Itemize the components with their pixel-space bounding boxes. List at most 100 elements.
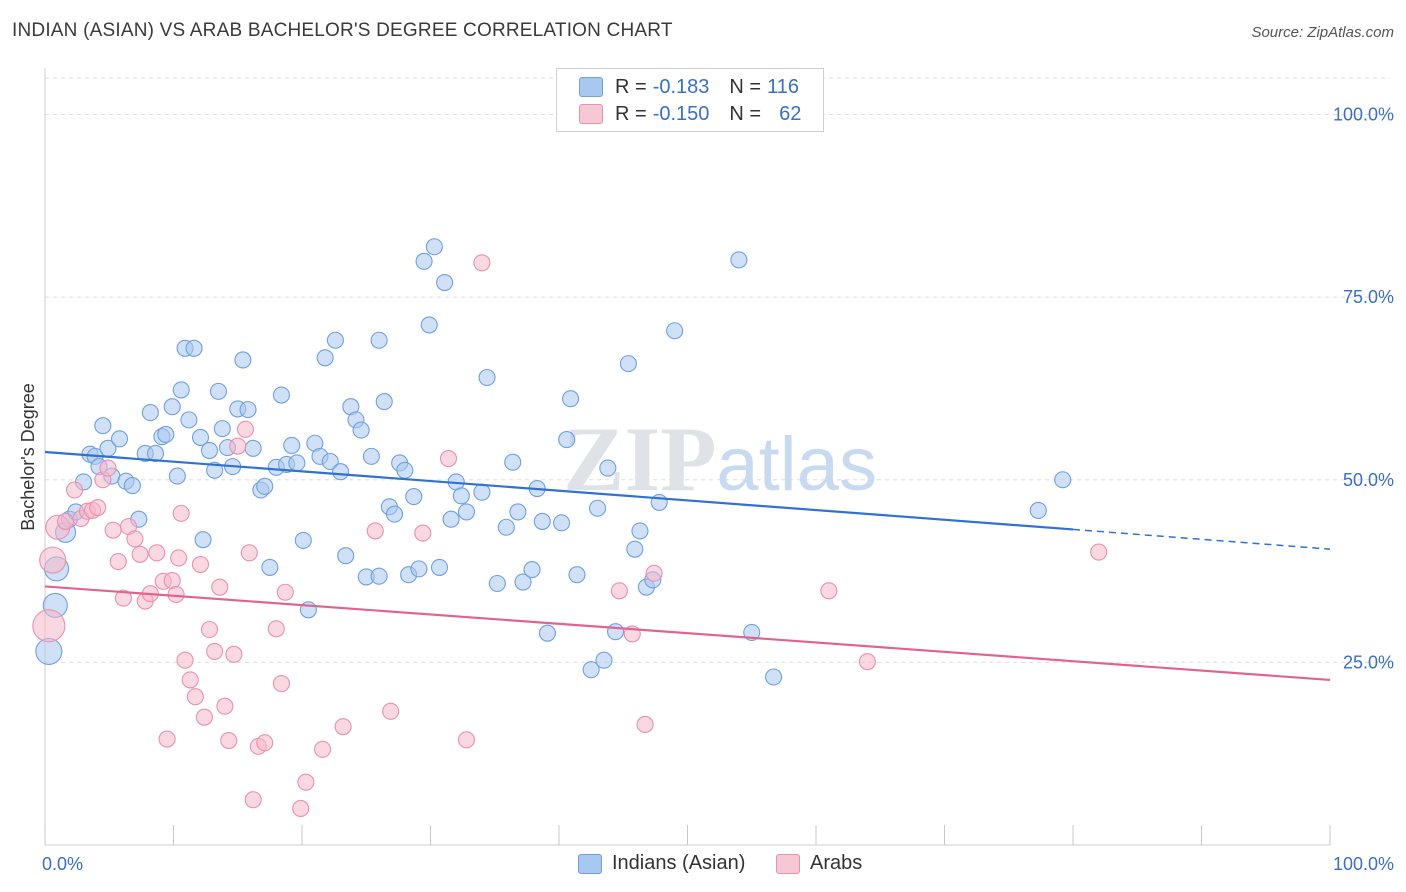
point-arabs	[206, 642, 224, 660]
point-indians	[588, 499, 607, 517]
point-arabs	[170, 549, 188, 567]
trend-line-indians-dashed	[1072, 528, 1331, 550]
point-arabs	[256, 734, 274, 752]
point-arabs	[104, 521, 122, 539]
legend-r-label: R =	[615, 102, 647, 125]
point-indians	[316, 349, 334, 367]
point-arabs	[457, 731, 476, 749]
point-indians	[168, 467, 186, 485]
point-arabs	[181, 671, 199, 689]
point-indians	[362, 447, 380, 465]
point-indians	[337, 547, 355, 565]
point-arabs	[473, 254, 491, 272]
legend-n-value: 116	[767, 75, 799, 98]
point-indians	[533, 512, 551, 530]
point-indians	[488, 574, 506, 593]
grid-lines	[45, 77, 1390, 663]
point-indians	[331, 463, 350, 481]
point-arabs	[229, 437, 247, 455]
point-indians	[514, 573, 532, 591]
point-indians	[370, 567, 388, 585]
point-arabs	[131, 545, 149, 563]
legend-row-arabs: R = -0.150 N = 62	[579, 102, 801, 126]
point-arabs	[225, 645, 243, 663]
point-arabs	[272, 675, 290, 693]
point-indians	[523, 561, 541, 579]
point-indians	[157, 425, 175, 444]
tick-labels: 25.0% 50.0% 75.0% 100.0% 0.0% 100.0%	[42, 105, 1394, 874]
legend-n-label: N =	[729, 75, 762, 98]
legend-n-value: 62	[779, 102, 802, 125]
point-indians	[94, 417, 112, 435]
legend-r-label: R =	[615, 75, 647, 98]
point-indians	[146, 444, 165, 463]
point-arabs	[240, 544, 258, 562]
legend-r-value: -0.183	[652, 75, 710, 98]
point-indians	[442, 510, 460, 528]
point-indians	[497, 518, 515, 536]
point-indians	[452, 487, 470, 505]
point-arabs	[114, 589, 132, 607]
point-indians	[288, 454, 306, 472]
point-indians	[200, 441, 219, 460]
point-indians	[405, 488, 423, 506]
point-arabs	[382, 702, 400, 720]
point-indians	[172, 381, 190, 399]
bottom-legend-swatch	[776, 853, 800, 874]
point-arabs	[220, 731, 238, 750]
point-indians	[272, 386, 290, 404]
point-indians	[436, 273, 454, 292]
point-arabs	[636, 715, 654, 734]
point-indians	[553, 514, 571, 532]
bottom-legend-swatch	[578, 853, 602, 874]
point-arabs	[645, 564, 663, 582]
point-arabs	[186, 688, 204, 706]
y-tick-label: 100.0%	[1333, 105, 1394, 125]
legend-swatch-indians	[579, 77, 603, 97]
point-arabs	[314, 740, 332, 758]
point-indians	[599, 459, 617, 477]
point-arabs	[200, 620, 219, 639]
point-indians	[370, 331, 388, 349]
point-arabs	[1090, 543, 1108, 561]
point-indians	[765, 668, 783, 686]
point-indians	[261, 558, 279, 576]
point-arabs	[148, 544, 166, 562]
point-arabs	[57, 512, 75, 530]
point-arabs	[191, 555, 210, 574]
point-indians	[326, 331, 344, 349]
bottom-legend-label: Arabs	[810, 852, 863, 874]
point-indians	[619, 355, 637, 373]
point-arabs	[236, 420, 255, 438]
y-tick-label: 50.0%	[1343, 470, 1394, 490]
point-arabs	[158, 730, 176, 748]
point-indians	[123, 477, 141, 495]
point-indians	[194, 531, 212, 549]
point-arabs	[292, 799, 310, 818]
chart-title: INDIAN (ASIAN) VS ARAB BACHELOR'S DEGREE…	[12, 20, 673, 41]
point-arabs	[414, 524, 432, 542]
x-tick-label: 0.0%	[42, 854, 83, 874]
point-indians	[730, 251, 748, 269]
x-tick-label: 100.0%	[1333, 854, 1394, 874]
point-arabs	[109, 553, 127, 571]
point-indians	[163, 398, 181, 416]
point-arabs	[610, 582, 628, 600]
point-indians	[110, 430, 129, 448]
point-indians	[1029, 501, 1047, 519]
point-indians	[234, 351, 252, 369]
point-indians	[478, 368, 496, 387]
point-indians	[141, 404, 159, 422]
y-tick-label: 25.0%	[1343, 652, 1394, 672]
point-arabs	[126, 530, 144, 548]
bottom-legend-indians: Indians (Asian)	[578, 852, 745, 875]
point-indians	[410, 560, 428, 578]
point-indians	[415, 252, 433, 270]
point-arabs	[334, 718, 352, 736]
legend-n-label: N =	[729, 102, 762, 125]
point-arabs	[439, 450, 458, 468]
trend-line-arabs	[44, 585, 1331, 682]
point-arabs	[39, 546, 67, 574]
point-indians	[558, 431, 576, 449]
point-arabs	[276, 583, 294, 601]
